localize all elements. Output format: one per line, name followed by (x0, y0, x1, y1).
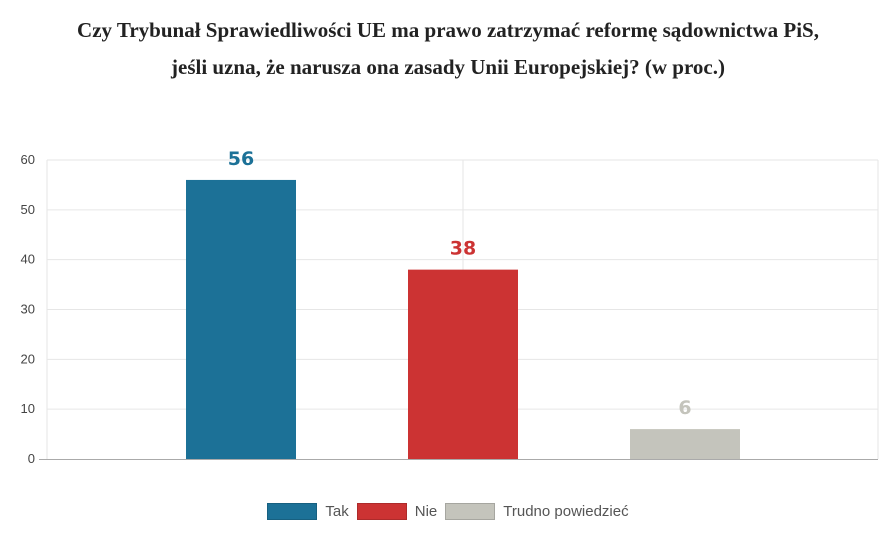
chart-title-line-1: Czy Trybunał Sprawiedliwości UE ma prawo… (77, 18, 819, 42)
y-tick-label-10: 10 (21, 401, 35, 416)
data-label-0: 56 (228, 148, 254, 170)
legend: Tak Nie Trudno powiedzieć (0, 503, 896, 520)
data-label-1: 38 (450, 238, 476, 260)
legend-label-nie: Nie (414, 503, 438, 520)
data-labels: 56 38 6 (228, 148, 692, 419)
y-tick-label-30: 30 (21, 302, 35, 317)
y-tick-label-50: 50 (21, 202, 35, 217)
legend-swatch-nie (356, 503, 407, 520)
bar-0[interactable] (186, 179, 296, 459)
legend-item-tak[interactable]: Tak (267, 503, 349, 520)
y-tick-label-40: 40 (21, 252, 35, 267)
bar-2[interactable] (630, 429, 740, 459)
legend-item-trudno-powiedziec[interactable]: Trudno powiedzieć (445, 503, 629, 520)
y-tick-label-0: 0 (28, 451, 35, 466)
legend-item-nie[interactable]: Nie (356, 503, 438, 520)
y-axis-ticks: 0 10 20 30 40 50 60 (21, 152, 35, 466)
legend-swatch-trudno-powiedziec (445, 503, 496, 520)
data-label-2: 6 (678, 397, 691, 419)
bar-1[interactable] (408, 269, 518, 459)
chart-title: Czy Trybunał Sprawiedliwości UE ma prawo… (0, 12, 896, 86)
bars (186, 179, 740, 459)
legend-swatch-tak (267, 503, 318, 520)
legend-label-tak: Tak (325, 503, 349, 520)
legend-label-trudno-powiedziec: Trudno powiedzieć (503, 503, 629, 520)
y-tick-label-20: 20 (21, 351, 35, 366)
y-tick-label-60: 60 (21, 152, 35, 167)
chart-title-line-2: jeśli uzna, że narusza ona zasady Unii E… (171, 55, 725, 79)
